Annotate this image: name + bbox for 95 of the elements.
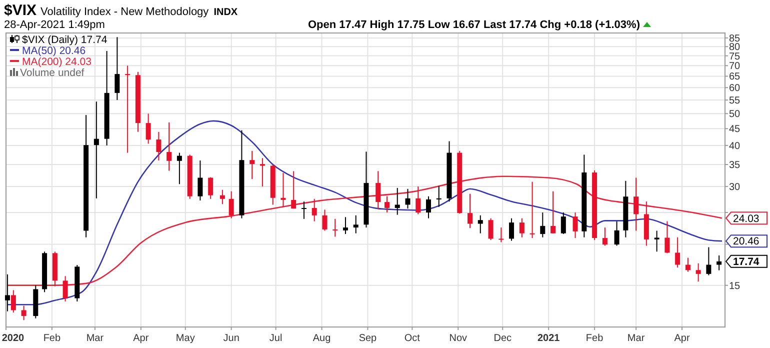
y-tick-label: 70 (729, 61, 741, 72)
x-tick-label: Nov (449, 333, 468, 344)
x-tick-label: Jul (269, 333, 282, 344)
candlestick (280, 172, 286, 208)
x-tick-label: Jun (223, 333, 240, 344)
x-tick-label: Mar (627, 333, 646, 344)
candlestick (250, 150, 255, 180)
candlestick (478, 214, 483, 234)
y-tick-label: 50 (729, 109, 741, 120)
candlestick (634, 177, 639, 232)
x-tick-label: Apr (674, 333, 690, 344)
candlestick (436, 186, 442, 208)
x-tick-label: May (176, 333, 195, 344)
candlestick (405, 188, 410, 210)
candlestick (572, 212, 578, 239)
candlestick (519, 218, 524, 238)
candlestick (114, 36, 120, 101)
candlestick (716, 254, 722, 271)
y-tick-label: 30 (729, 182, 741, 193)
candlestick (376, 170, 381, 210)
x-tick-label: 2020 (2, 333, 25, 344)
chart-title: $VIX (4, 2, 37, 19)
x-tick-label: Oct (404, 333, 420, 344)
candlestick (384, 196, 390, 213)
x-tick-label: Apr (133, 333, 150, 344)
candlestick (530, 181, 535, 239)
candlestick (208, 176, 214, 200)
candlestick (675, 236, 680, 268)
line-series (6, 120, 723, 306)
x-tick-label: Feb (586, 333, 604, 344)
candlestick (416, 186, 421, 215)
candlestick (220, 189, 225, 205)
candlestick (10, 290, 16, 313)
candlestick (560, 212, 566, 234)
candlestick (146, 113, 151, 144)
legend-label: MA(50) 20.46 (22, 45, 86, 57)
candlestick (260, 158, 265, 187)
x-tick-label: Sep (358, 333, 378, 344)
candlestick (550, 190, 556, 234)
candlestick (342, 216, 348, 234)
y-tick-label: 60 (729, 83, 741, 94)
candlestick (488, 218, 494, 241)
x-tick-label: 2021 (537, 333, 560, 344)
legend-label: $VIX (Daily) 17.74 (22, 34, 108, 46)
x-tick-label: Dec (494, 333, 512, 344)
candlestick (706, 246, 712, 276)
candlestick (166, 122, 172, 172)
candlestick (540, 212, 546, 238)
y-tick-label: 15 (729, 280, 741, 292)
candlestick (21, 305, 26, 321)
candlestick (291, 170, 296, 210)
candlestick (176, 152, 182, 185)
candlestick (685, 257, 690, 272)
candlestick (498, 227, 504, 243)
candlestick (312, 198, 317, 222)
y-tick-label: 55 (729, 96, 741, 107)
candlestick (654, 230, 660, 252)
candlestick (228, 190, 234, 219)
candlestick (394, 187, 400, 216)
legend-label: MA(200) 24.03 (22, 56, 92, 68)
x-tick-label: Aug (312, 333, 331, 344)
candlestick (156, 131, 162, 161)
candlestick (614, 220, 620, 246)
candlestick (696, 262, 701, 282)
y-tick-label: 85 (729, 33, 741, 44)
y-tick-label: 35 (729, 160, 741, 171)
candlestick (468, 193, 473, 229)
text: INDX (214, 7, 238, 18)
candlestick (125, 65, 130, 154)
candlestick (198, 160, 203, 201)
candlestick (664, 220, 670, 254)
candlestick (602, 227, 608, 246)
annotation: 17.74 (733, 256, 760, 268)
candlestick (426, 196, 432, 219)
y-tick-label: 80 (729, 42, 741, 54)
y-tick-label: 40 (729, 140, 741, 152)
x-tick-label: Feb (43, 333, 62, 344)
x-tick-label: Mar (86, 333, 104, 344)
candlestick (332, 218, 338, 238)
candlestick (322, 209, 328, 232)
candlestick (62, 276, 68, 302)
y-tick-label: 75 (729, 51, 741, 62)
annotation: 20.46 (733, 236, 760, 248)
candlestick (353, 214, 358, 234)
line-series (6, 176, 723, 286)
candlestick (509, 218, 514, 242)
chart-subtitle: Volatility Index - New Methodology (40, 6, 210, 18)
y-tick-label: 45 (729, 124, 741, 136)
candlestick (301, 201, 306, 220)
annotation: Volume undef (20, 67, 84, 79)
text: 28-Apr-2021 1:49pm (4, 19, 105, 31)
annotation: 24.03 (733, 212, 760, 225)
candlestick (4, 274, 10, 312)
y-tick-label: 65 (729, 72, 741, 83)
text: Open 17.47 High 17.75 Low 16.67 Last 17.74 Chg +0.18 (+1.03%) (308, 19, 640, 31)
